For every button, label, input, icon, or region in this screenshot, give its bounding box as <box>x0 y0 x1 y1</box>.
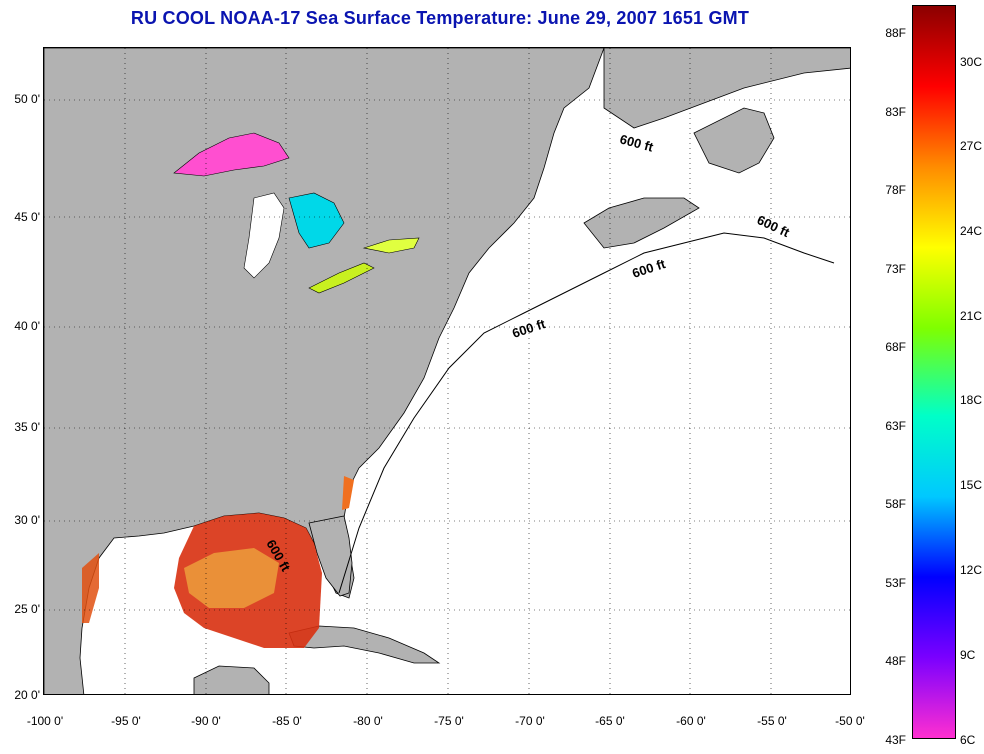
color-scale-bar <box>912 5 956 739</box>
colorbar-c-label: 9C <box>960 648 976 662</box>
lon-label: -100 0' <box>26 714 64 728</box>
lon-label: -55 0' <box>757 714 787 728</box>
lake-huron <box>288 192 345 249</box>
colorbar-f-label: 48F <box>885 654 906 668</box>
lake-superior <box>173 132 290 177</box>
land-newfoundland <box>693 107 775 174</box>
colorbar-c-label: 6C <box>960 733 976 747</box>
colorbar-f-label: 68F <box>885 340 906 354</box>
lon-label: -65 0' <box>595 714 625 728</box>
colorbar-f-label: 88F <box>885 26 906 40</box>
lon-label: -60 0' <box>676 714 706 728</box>
isobath-600ft <box>338 232 835 594</box>
land-florida <box>308 515 353 597</box>
land-nova-scotia <box>583 197 700 249</box>
sst-map[interactable]: 600 ft 600 ft 600 ft 600 ft 600 ft <box>43 47 851 695</box>
lat-label: 20 0' <box>14 688 40 702</box>
lat-label: 40 0' <box>14 319 40 333</box>
colorbar-f-label: 83F <box>885 105 906 119</box>
colorbar-f-label: 43F <box>885 733 906 747</box>
lat-label: 35 0' <box>14 420 40 434</box>
lon-label: -90 0' <box>191 714 221 728</box>
lat-label: 25 0' <box>14 602 40 616</box>
land-quebec <box>603 48 850 129</box>
land-yucatan <box>193 665 270 694</box>
lon-label: -95 0' <box>111 714 141 728</box>
lon-label: -85 0' <box>272 714 302 728</box>
colorbar-c-label: 15C <box>960 478 983 492</box>
lat-label: 30 0' <box>14 513 40 527</box>
colorbar-c-label: 27C <box>960 139 983 153</box>
map-title: RU COOL NOAA-17 Sea Surface Temperature:… <box>130 8 750 28</box>
atlantic-sst-coastal <box>342 476 354 510</box>
lon-label: -80 0' <box>353 714 383 728</box>
colorbar-c-label: 30C <box>960 55 983 69</box>
colorbar-f-label: 73F <box>885 262 906 276</box>
land-north-america <box>44 48 605 694</box>
sst-map-canvas: 600 ft 600 ft 600 ft 600 ft 600 ft <box>44 48 850 694</box>
colorbar-f-label: 58F <box>885 497 906 511</box>
gulf-sst-west-strip <box>82 553 99 623</box>
lon-label: -70 0' <box>515 714 545 728</box>
colorbar-c-label: 12C <box>960 563 983 577</box>
colorbar-c-label: 18C <box>960 393 983 407</box>
lon-label: -50 0' <box>835 714 865 728</box>
lake-michigan <box>243 192 285 279</box>
land-cuba <box>288 625 441 664</box>
colorbar-c-label: 21C <box>960 309 983 323</box>
lake-ontario <box>362 237 420 254</box>
colorbar-c-label: 24C <box>960 224 983 238</box>
lake-erie <box>308 262 375 294</box>
colorbar-f-label: 53F <box>885 576 906 590</box>
colorbar-f-label: 78F <box>885 183 906 197</box>
lat-label: 50 0' <box>14 92 40 106</box>
colorbar-f-label: 63F <box>885 419 906 433</box>
gulf-sst-warm-band <box>184 548 279 608</box>
graticule <box>44 48 850 694</box>
lat-label: 45 0' <box>14 210 40 224</box>
lon-label: -75 0' <box>434 714 464 728</box>
